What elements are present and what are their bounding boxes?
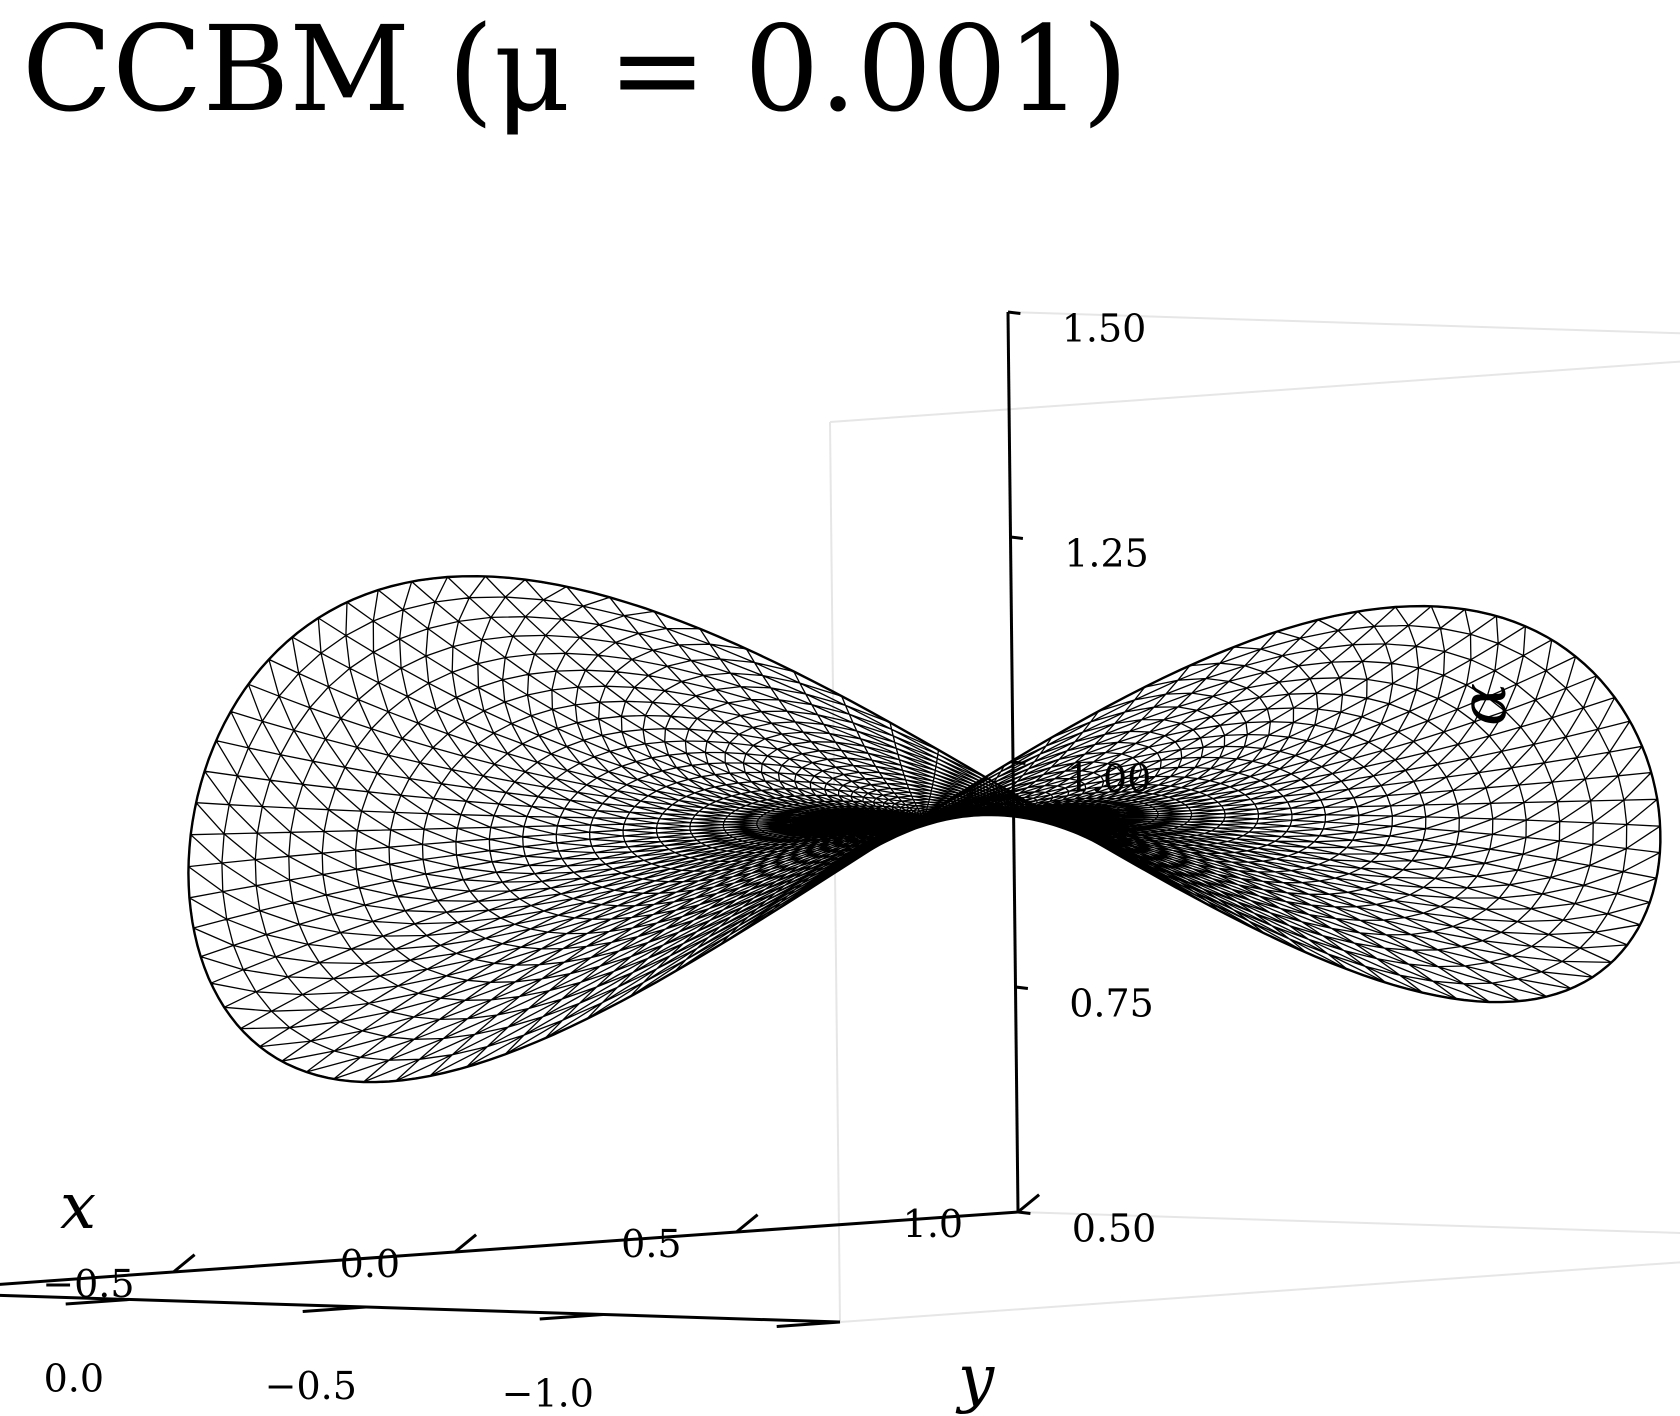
y-tick-label: 1.0 xyxy=(903,1202,963,1246)
y-tick-label: 0.5 xyxy=(621,1222,681,1266)
pane-edge-right-floor xyxy=(1017,1211,1680,1234)
y-tick-label: 0.0 xyxy=(340,1242,400,1286)
z-tick-mark xyxy=(1015,985,1029,990)
y-tick-label: −0.5 xyxy=(42,1262,134,1306)
x-axis-label: x xyxy=(60,1170,96,1244)
x-tick-mark xyxy=(776,1320,841,1328)
z-tick-label: 0.50 xyxy=(1072,1207,1157,1251)
y-axis-label: y xyxy=(955,1342,995,1416)
z-tick-label: 0.75 xyxy=(1069,982,1154,1026)
surface-wireframe xyxy=(187,575,1661,1083)
tick-labels: −1.0−0.50.00.51.0−1.0−0.50.00.51.00.500.… xyxy=(42,307,1157,1416)
z-tick-mark xyxy=(1012,760,1026,765)
z-tick-label: 1.50 xyxy=(1062,307,1147,351)
pane-edge-right-top xyxy=(1007,311,1680,335)
x-tick-mark xyxy=(539,1313,604,1321)
x-tick-label: −0.5 xyxy=(265,1364,357,1408)
x-tick-label: −1.0 xyxy=(502,1371,594,1415)
z-tick-mark xyxy=(1010,535,1024,540)
y-tick-mark xyxy=(735,1213,759,1234)
z-tick-label: 1.25 xyxy=(1064,532,1149,576)
chart-title: CCBM (μ = 0.001) xyxy=(22,0,1128,138)
pane-edge-back-floor xyxy=(839,1261,1680,1323)
pane-edge-back-top xyxy=(829,360,1680,423)
y-tick-mark xyxy=(172,1253,196,1274)
x-tick-mark xyxy=(302,1305,367,1313)
z-axis-label: α xyxy=(1447,683,1521,726)
axes xyxy=(0,310,1041,1328)
z-tick-mark xyxy=(1007,310,1021,315)
y-axis-line xyxy=(0,1210,1019,1286)
x-tick-mark xyxy=(65,1298,130,1306)
z-tick-label: 1.00 xyxy=(1067,757,1152,801)
x-tick-label: 0.0 xyxy=(44,1356,104,1400)
surface-mesh xyxy=(187,574,1662,1084)
z-tick-mark xyxy=(1017,1210,1031,1215)
surface-boundary xyxy=(187,574,1662,1084)
y-tick-mark xyxy=(454,1233,478,1254)
y-tick-mark xyxy=(1017,1193,1041,1214)
